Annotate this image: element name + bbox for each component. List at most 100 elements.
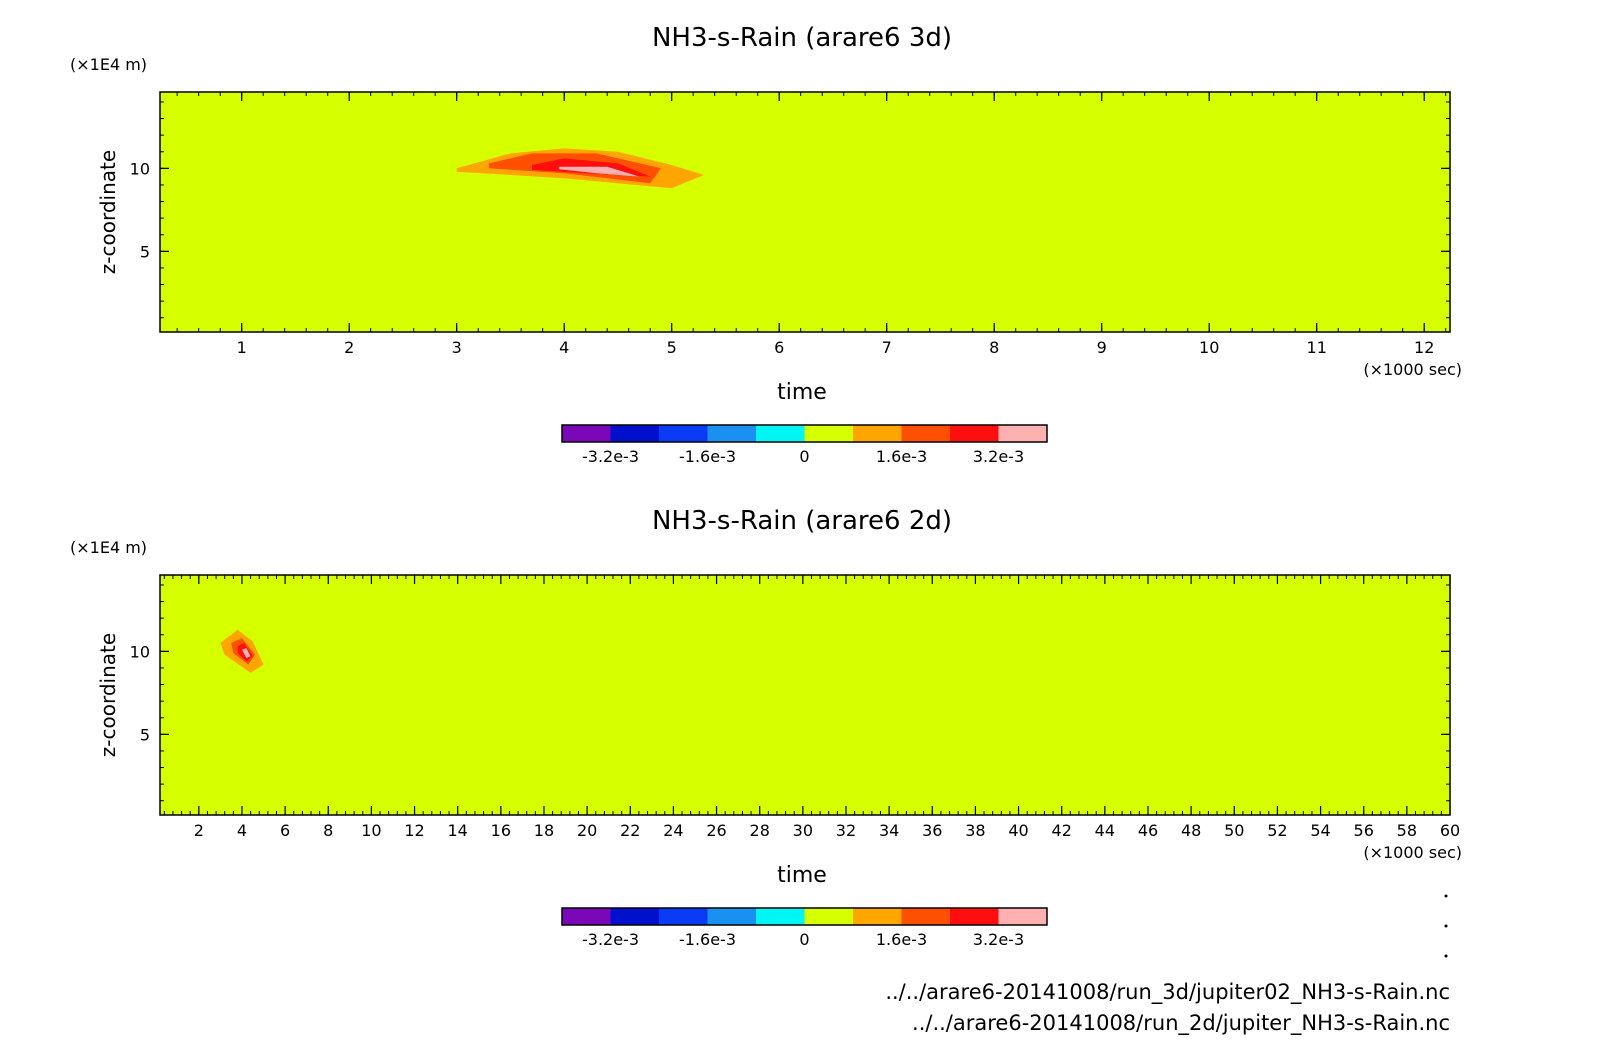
colorbar-swatch [998,425,1047,442]
x-tick-label: 30 [793,821,813,840]
x-axis-label: time [777,380,827,405]
x-tick-label: 16 [491,821,511,840]
x-tick-label: 60 [1440,821,1460,840]
plot-frame [159,91,1451,333]
y-unit-label: (×1E4 m) [70,538,147,557]
y-tick-label: 10 [130,159,150,178]
colorbar-swatch [562,908,611,925]
x-unit-label: (×1000 sec) [1363,843,1462,862]
x-tick-label: 5 [667,338,677,357]
contour-region-4 [558,166,640,177]
x-tick-label: 24 [663,821,683,840]
x-tick-label: 42 [1052,821,1072,840]
x-tick-label: 8 [989,338,999,357]
x-tick-label: 12 [1414,338,1434,357]
colorbar-swatch [610,908,659,925]
x-tick-label: 10 [361,821,381,840]
colorbar-swatch [804,908,853,925]
heatmap-background [160,92,1450,332]
colorbar-label: 0 [799,447,809,466]
colorbar-label: 0 [799,930,809,949]
chart-panel-2d: 2 4 6 8 10 12 14 16 18 20 22 24 26 28 30 32 34 36 38 40 42 44… [70,506,1462,949]
y-axis-label: z-coordinate [96,633,120,757]
x-tick-label: 6 [774,338,784,357]
colorbar-label: -1.6e-3 [679,930,736,949]
heatmap-background [160,575,1450,815]
x-tick-label: 50 [1224,821,1244,840]
x-tick-label: 44 [1095,821,1115,840]
colorbar-swatch [610,425,659,442]
x-tick-label: 18 [534,821,554,840]
x-unit-label: (×1000 sec) [1363,360,1462,379]
colorbar-swatch [853,425,902,442]
x-tick-label: 10 [1199,338,1219,357]
colorbar-label: 3.2e-3 [973,447,1024,466]
colorbar-label: 3.2e-3 [973,930,1024,949]
x-tick-label: 20 [577,821,597,840]
corner-dot [1444,894,1448,898]
colorbar-label: -3.2e-3 [582,930,639,949]
x-tick-label: 54 [1310,821,1330,840]
y-tick-label: 5 [140,242,150,261]
footer-file-3d: ../../arare6-20141008/run_3d/jupiter02_N… [885,980,1450,1005]
colorbar-swatch [707,908,756,925]
plot-frame [159,574,1451,816]
x-tick-label: 56 [1354,821,1374,840]
x-tick-label: 26 [706,821,726,840]
x-tick-label: 14 [448,821,468,840]
x-tick-label: 46 [1138,821,1158,840]
chart-title: NH3-s-Rain (arare6 3d) [652,23,952,53]
x-tick-label: 2 [344,338,354,357]
y-tick-label: 10 [130,642,150,661]
x-tick-label: 3 [452,338,462,357]
colorbar-swatch [998,908,1047,925]
x-tick-label: 9 [1097,338,1107,357]
x-tick-label: 7 [882,338,892,357]
x-tick-label: 40 [1008,821,1028,840]
colorbar-label: -3.2e-3 [582,447,639,466]
x-tick-label: 48 [1181,821,1201,840]
colorbar-swatch [756,908,805,925]
colorbar-swatch [659,908,708,925]
x-tick-label: 52 [1267,821,1287,840]
colorbar-label: 1.6e-3 [876,930,927,949]
y-tick-label: 5 [140,725,150,744]
x-axis-label: time [777,863,827,888]
colorbar-label: -1.6e-3 [679,447,736,466]
colorbar-swatch [950,425,999,442]
colorbar-swatch [901,425,950,442]
colorbar-swatch [853,908,902,925]
x-tick-label: 2 [194,821,204,840]
chart-title: NH3-s-Rain (arare6 2d) [652,506,952,536]
y-unit-label: (×1E4 m) [70,55,147,74]
colorbar-swatch [756,425,805,442]
x-tick-label: 11 [1307,338,1327,357]
contour-region-4 [242,648,251,658]
colorbar-swatch [659,425,708,442]
x-tick-label: 36 [922,821,942,840]
colorbar-swatch [707,425,756,442]
x-tick-label: 38 [965,821,985,840]
colorbar-label: 1.6e-3 [876,447,927,466]
x-tick-label: 58 [1397,821,1417,840]
x-tick-label: 28 [750,821,770,840]
x-tick-label: 22 [620,821,640,840]
colorbar-frame [561,907,1048,926]
x-tick-label: 4 [237,821,247,840]
corner-dot [1444,924,1448,928]
colorbar-frame [561,424,1048,443]
colorbar-swatch [901,908,950,925]
colorbar-swatch [950,908,999,925]
y-axis-label: z-coordinate [96,150,120,274]
footer-file-2d: ../../arare6-20141008/run_2d/jupiter_NH3… [912,1011,1450,1036]
colorbar-swatch [804,425,853,442]
x-tick-label: 12 [404,821,424,840]
corner-dot [1444,954,1448,958]
x-tick-label: 34 [879,821,899,840]
x-tick-label: 6 [280,821,290,840]
colorbar-swatch [562,425,611,442]
x-tick-label: 1 [237,338,247,357]
x-tick-label: 4 [559,338,569,357]
